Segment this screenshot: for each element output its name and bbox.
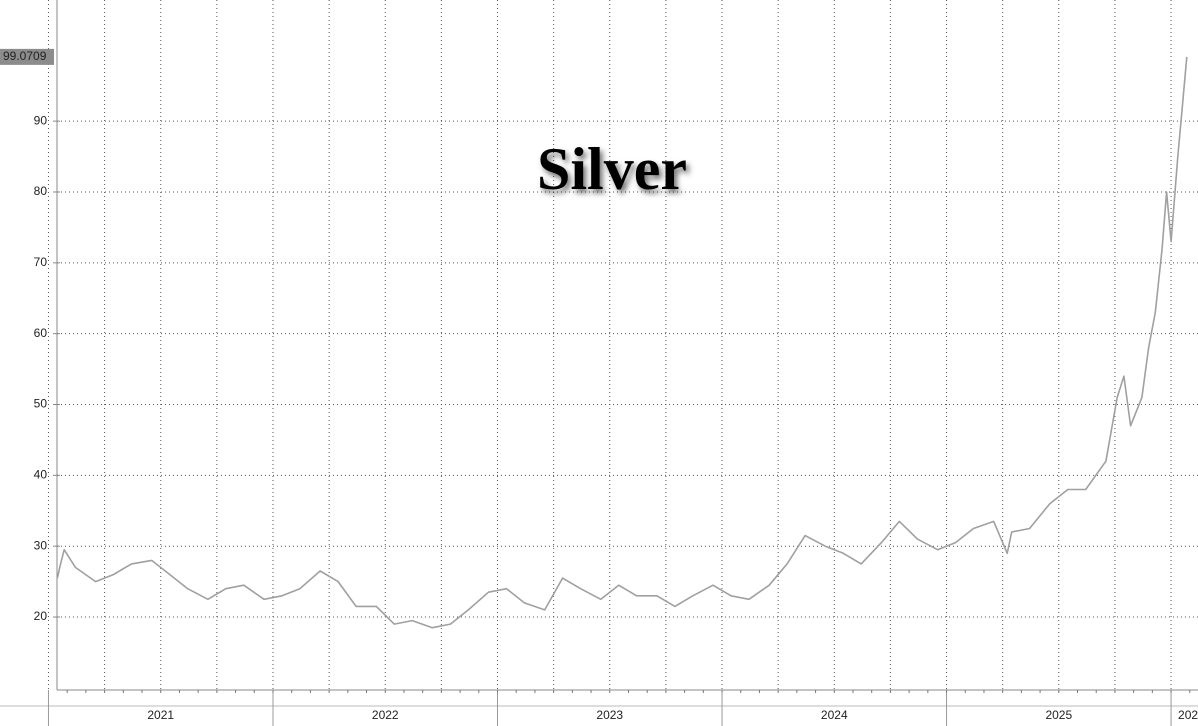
y-tick-label: 50 (34, 397, 48, 411)
x-tick-label: 2025 (1045, 708, 1072, 722)
y-tick-label: 90 (34, 113, 48, 127)
x-tick-label: 202 (1178, 708, 1198, 722)
y-tick-label: 80 (34, 184, 48, 198)
y-tick-label: 70 (34, 255, 48, 269)
x-tick-label: 2024 (821, 708, 848, 722)
y-tick-label: 40 (34, 468, 48, 482)
chart-title: Silver (537, 136, 687, 202)
price-line (56, 56, 1188, 629)
y-tick-label: 20 (34, 609, 48, 623)
grid (47, 0, 1198, 690)
last-value-box (0, 48, 54, 65)
x-tick-label: 2022 (372, 708, 399, 722)
x-tick-label: 2023 (596, 708, 623, 722)
y-tick-label: 60 (34, 326, 48, 340)
x-tick-label: 2021 (147, 708, 174, 722)
y-tick-label: 30 (34, 538, 48, 552)
last-value-label: 99.0709 (3, 49, 47, 63)
